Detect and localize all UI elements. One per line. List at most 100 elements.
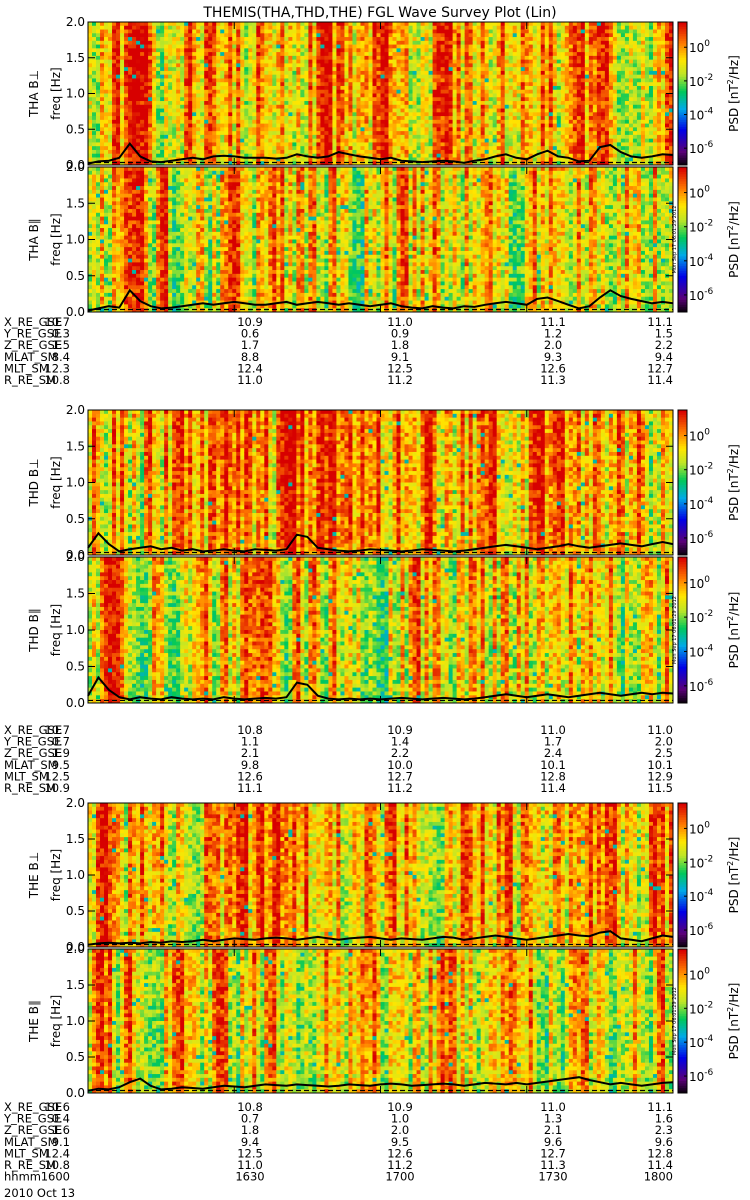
heatmap-cells <box>88 167 673 312</box>
spectrogram-panels: 0.0 0.5 1.0 1.5 2.0 THA B⊥ freq [Hz] 100 10-2 10-… <box>27 15 741 1100</box>
colorbar-tick-label: 100 <box>689 820 710 836</box>
heatmap-cells <box>88 949 673 1093</box>
y-tick-label: 2.0 <box>66 15 85 29</box>
panel-probe-label: THA B⊥ <box>27 70 41 118</box>
figure-title: THEMIS(THA,THD,THE) FGL Wave Survey Plot… <box>202 5 556 21</box>
colorbar-label: PSD [nT2/Hz] <box>726 201 741 278</box>
y-tick-label: 0.5 <box>66 122 85 136</box>
ephemeris-value: 11.5 <box>647 781 673 795</box>
y-tick-label: 1.5 <box>66 196 85 210</box>
panel-freq-axis-label: freq [Hz] <box>49 456 63 508</box>
y-tick-label: 1.5 <box>66 587 85 601</box>
panel-freq-axis-label: freq [Hz] <box>49 604 63 656</box>
ephemeris-value: 11.4 <box>647 373 673 387</box>
y-tick-label: 0.5 <box>66 512 85 526</box>
y-tick-label: 0.5 <box>66 660 85 674</box>
colorbar-tick-label: 10-4 <box>689 496 714 512</box>
ephemeris-value: 11.3 <box>540 373 566 387</box>
y-tick-label: 1.0 <box>66 1014 85 1028</box>
colorbar-tick-label: 10-6 <box>689 530 714 546</box>
y-tick-label: 1.5 <box>66 439 85 453</box>
y-tick-label: 2.0 <box>66 796 85 810</box>
panel-probe-label: THA B∥ <box>27 218 41 262</box>
y-tick-label: 1.5 <box>66 51 85 65</box>
ephemeris-value: 11.2 <box>387 373 413 387</box>
ephemeris-value: 11.0 <box>237 373 263 387</box>
date-label: 2010 Oct 13 <box>4 1186 75 1200</box>
colorbar-tick-label: 10-6 <box>689 678 714 694</box>
colorbar-tick-label: 10-4 <box>689 1034 714 1050</box>
colorbar-tick-label: 10-4 <box>689 107 714 123</box>
y-tick-label: 0.5 <box>66 1050 85 1064</box>
y-tick-label: 2.0 <box>66 403 85 417</box>
colorbar-tick-label: 100 <box>689 575 710 591</box>
colorbar-tick-label: 100 <box>689 39 710 55</box>
panel-probe-label: THE B∥ <box>27 1000 41 1043</box>
time-tick-label: 1630 <box>235 1170 264 1184</box>
ephemeris-value: 10.8 <box>44 373 70 387</box>
colorbar-tick-label: 10-6 <box>689 140 714 156</box>
colorbar-label: PSD [nT2/Hz] <box>726 55 741 132</box>
heatmap-cells <box>88 22 673 165</box>
time-axis-label: hhmm <box>4 1170 41 1184</box>
colorbar-tick-label: 100 <box>689 428 710 444</box>
colorbar: 100 10-2 10-4 10-6 PSD [nT2/Hz] <box>678 949 741 1094</box>
y-tick-label: 0.0 <box>66 696 85 710</box>
colorbar: 100 10-2 10-4 10-6 PSD [nT2/Hz] <box>678 803 741 948</box>
time-tick-label: 1730 <box>538 1170 567 1184</box>
plot-timestamp: Mon Sep 17 06:01:29 2012 <box>672 206 678 274</box>
colorbar-label: PSD [nT2/Hz] <box>726 983 741 1060</box>
colorbar-tick-label: 10-4 <box>689 643 714 659</box>
panel-freq-axis-label: freq [Hz] <box>49 849 63 901</box>
colorbar-tick-label: 10-2 <box>689 854 713 870</box>
y-tick-label: 1.0 <box>66 476 85 490</box>
colorbar-tick-label: 10-4 <box>689 253 714 269</box>
y-tick-label: 2.0 <box>66 550 85 564</box>
colorbar-tick-label: 10-2 <box>689 462 713 478</box>
panel-freq-axis-label: freq [Hz] <box>49 67 63 119</box>
ephemeris-value: 11.4 <box>540 781 566 795</box>
time-tick-label: 1800 <box>644 1170 673 1184</box>
panel-probe-label: THD B∥ <box>27 608 41 653</box>
colorbar-tick-label: 10-6 <box>689 1068 714 1084</box>
plot-timestamp: Mon Sep 17 06:01:29 2012 <box>672 987 678 1055</box>
y-tick-label: 0.0 <box>66 1086 85 1100</box>
y-tick-label: 1.0 <box>66 868 85 882</box>
y-tick-label: 1.0 <box>66 233 85 247</box>
panel-probe-label: THE B⊥ <box>27 852 41 899</box>
colorbar-tick-label: 10-6 <box>689 922 714 938</box>
panel-probe-label: THD B⊥ <box>27 458 41 507</box>
panel-freq-axis-label: freq [Hz] <box>49 213 63 265</box>
heatmap-cells <box>88 803 673 947</box>
colorbar-tick-label: 10-4 <box>689 888 714 904</box>
colorbar-tick-label: 10-6 <box>689 287 714 303</box>
y-tick-label: 0.5 <box>66 904 85 918</box>
y-tick-label: 2.0 <box>66 942 85 956</box>
colorbar-tick-label: 100 <box>689 966 710 982</box>
y-tick-label: 2.0 <box>66 160 85 174</box>
heatmap-cells <box>88 410 673 555</box>
colorbar-tick-label: 100 <box>689 185 710 201</box>
ephemeris-value: 10.9 <box>44 781 70 795</box>
colorbar-label: PSD [nT2/Hz] <box>726 837 741 914</box>
y-tick-label: 0.5 <box>66 269 85 283</box>
y-tick-label: 1.5 <box>66 832 85 846</box>
plot-timestamp: Mon Sep 17 06:01:29 2012 <box>672 596 678 664</box>
ephemeris-value: 11.2 <box>387 781 413 795</box>
ephemeris-value: 11.1 <box>237 781 263 795</box>
colorbar-tick-label: 10-2 <box>689 1000 713 1016</box>
